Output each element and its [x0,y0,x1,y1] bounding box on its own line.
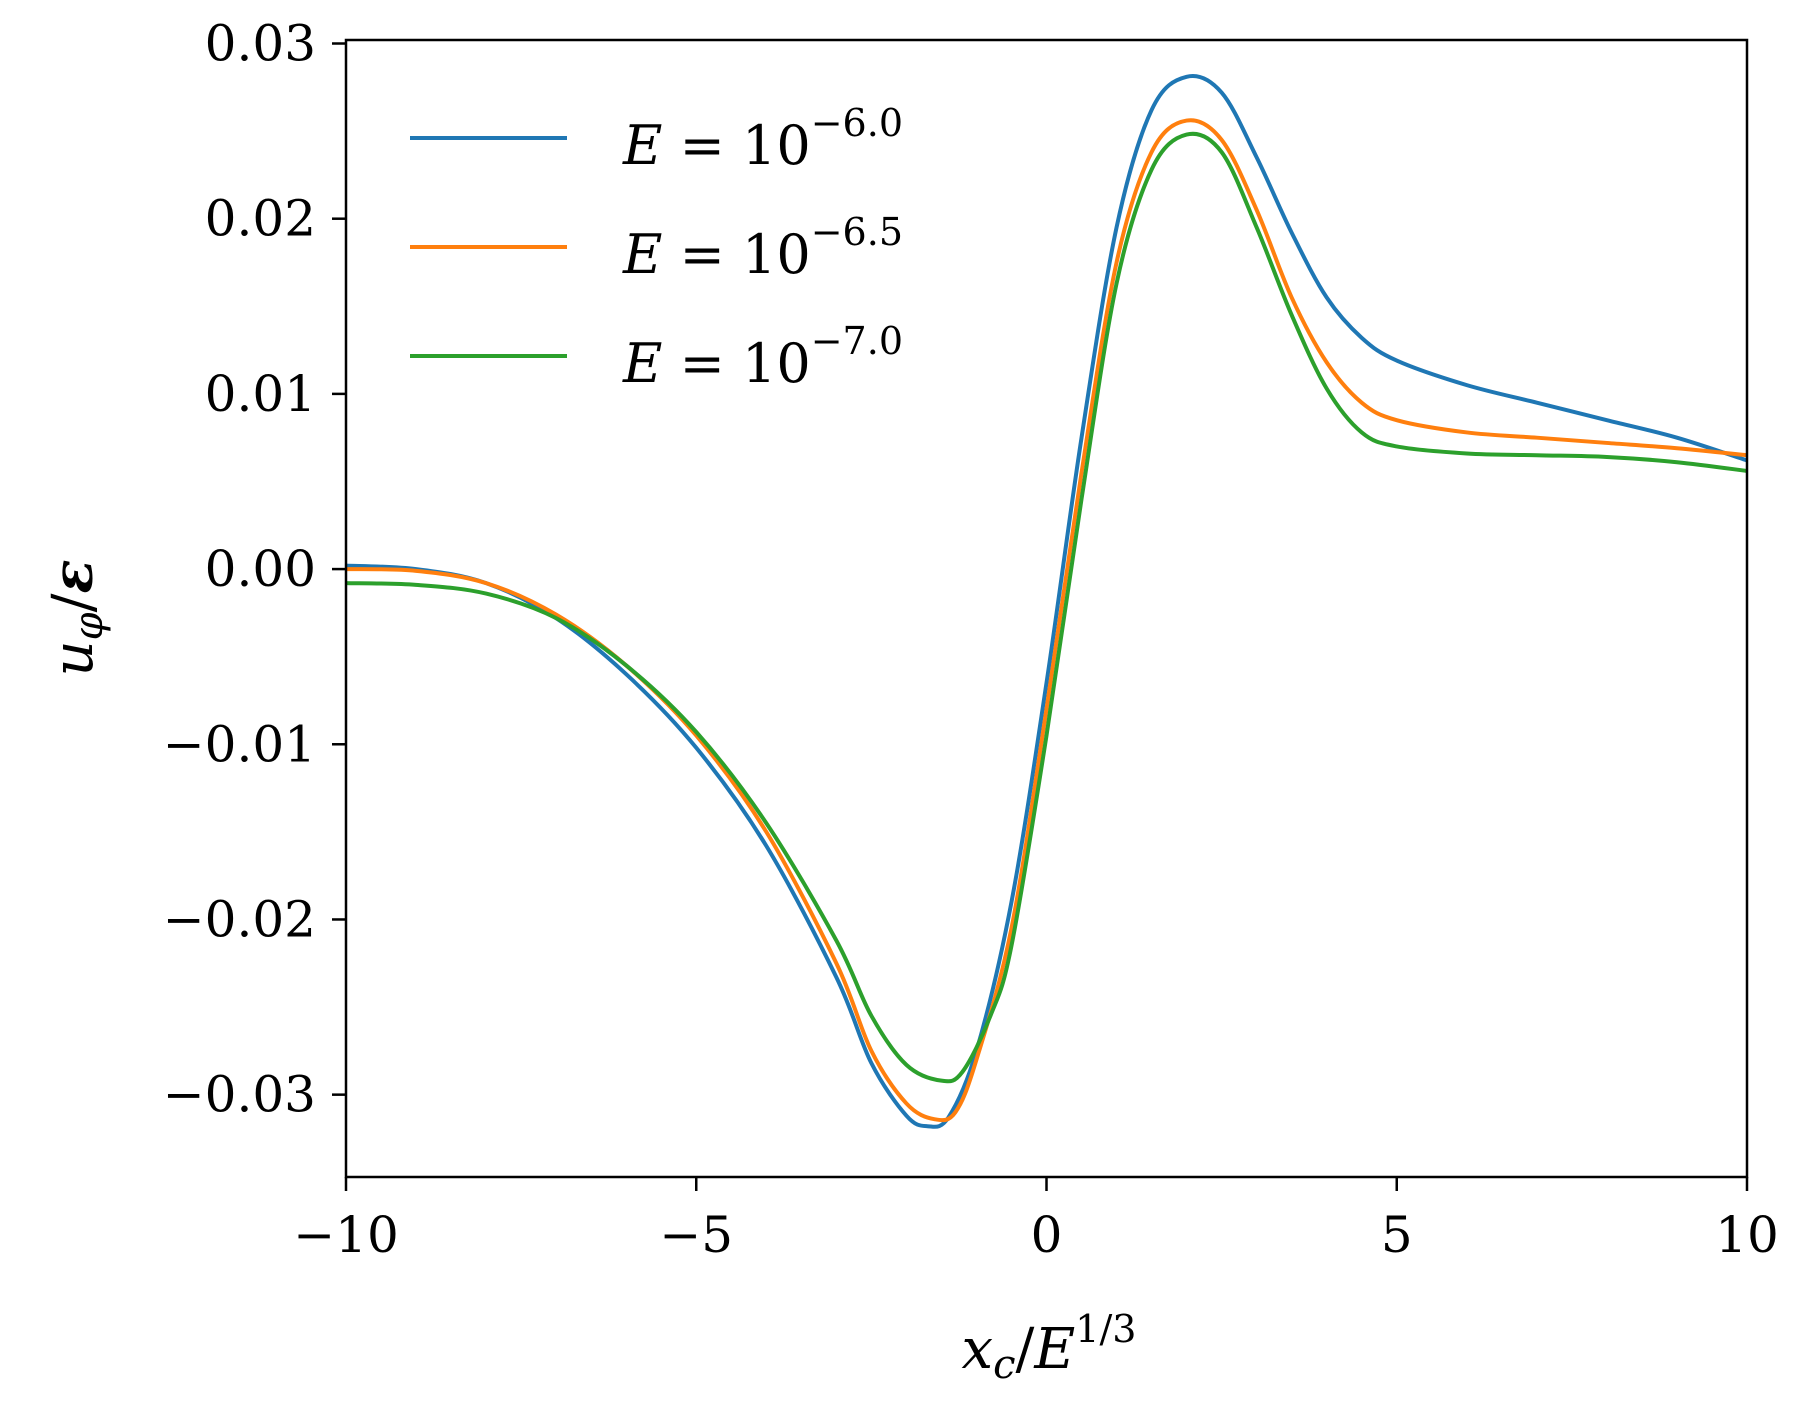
x-tick-label: 5 [1381,1206,1413,1264]
legend-label-1: E = 10−6.0 [622,101,903,177]
x-tick-label: −10 [293,1206,399,1264]
plot-frame [344,38,1749,1179]
legend: E = 10−6.0 E = 10−6.5 E = 10−7.0 [410,101,903,395]
series-layer [345,74,1748,1129]
y-tick-label: 0.03 [205,15,316,73]
series-line-1 [345,74,1748,1129]
series-line-3 [345,131,1748,1084]
y-tick-label: −0.03 [163,1066,316,1124]
y-tick-label: −0.02 [163,890,316,948]
legend-label-3: E = 10−7.0 [622,319,903,395]
y-tick-label: 0.02 [205,190,316,248]
x-tick-label: 10 [1715,1206,1779,1264]
y-tick-label: 0.00 [205,540,316,598]
tick-layer: −10 −5 0 5 10 0.03 0.02 0.01 0.00 −0.01 −0.02 −0.03 [163,15,1779,1264]
y-tick-label: −0.01 [163,715,316,773]
legend-label-2: E = 10−6.5 [622,210,903,286]
svg-text:uφ/ε: uφ/ε [40,559,112,676]
x-axis-label: xc/E1/3 [962,1307,1137,1388]
series-line-2 [345,118,1748,1123]
x-tick-label: 0 [1031,1206,1063,1264]
y-axis-label: uφ/ε [40,559,112,676]
x-tick-label: −5 [659,1206,733,1264]
y-tick-label: 0.01 [205,365,316,423]
svg-text:xc/E1/3: xc/E1/3 [962,1307,1137,1388]
